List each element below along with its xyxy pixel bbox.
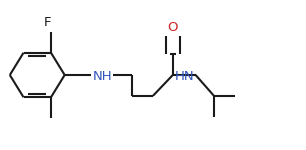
Text: O: O [168,21,178,34]
Text: F: F [44,16,52,29]
Text: HN: HN [174,70,194,83]
Text: NH: NH [92,70,112,83]
